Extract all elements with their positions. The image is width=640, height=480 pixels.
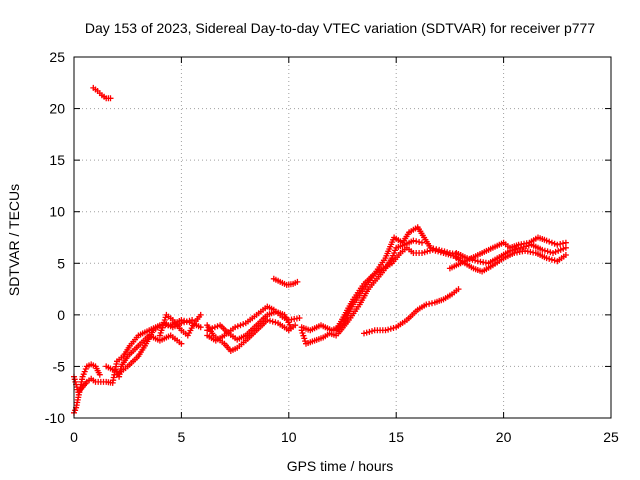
- series-trace-n: [361, 286, 462, 337]
- series-trace-m: [335, 237, 425, 337]
- y-tick-label: 25: [49, 49, 65, 65]
- x-axis-label: GPS time / hours: [287, 458, 394, 474]
- y-tick-label: 20: [49, 101, 65, 117]
- data-point-markers: [156, 311, 204, 339]
- y-tick-label: 0: [57, 307, 65, 323]
- y-tick-label: -10: [45, 410, 65, 426]
- data-point-markers: [453, 241, 569, 267]
- data-point-markers: [270, 275, 301, 288]
- data-point-markers: [103, 332, 185, 380]
- series-trace-f: [204, 317, 299, 354]
- x-tick-label: 25: [603, 429, 619, 445]
- series-trace-i: [270, 275, 301, 288]
- x-tick-label: 20: [496, 429, 512, 445]
- data-point-markers: [90, 84, 114, 102]
- y-axis-label: SDTVAR / TECUs: [6, 184, 22, 296]
- x-tick-label: 0: [70, 429, 78, 445]
- data-marks: [71, 84, 569, 416]
- x-tick-label: 5: [178, 429, 186, 445]
- data-point-markers: [361, 286, 462, 337]
- chart-title: Day 153 of 2023, Sidereal Day-to-day VTE…: [85, 20, 595, 36]
- x-tick-label: 15: [388, 429, 404, 445]
- y-tick-label: -5: [53, 358, 66, 374]
- data-point-markers: [204, 317, 299, 354]
- series-trace-k: [298, 224, 464, 334]
- series-trace-h: [204, 308, 294, 343]
- series-trace-l: [333, 244, 464, 334]
- series-trace-j: [298, 327, 340, 347]
- data-point-markers: [335, 237, 425, 337]
- grid-lines: [74, 57, 611, 418]
- axis-ticks: 0 5 10 15 20 25 -10 -5 0 5 10 15 20 25: [45, 49, 619, 445]
- y-tick-label: 15: [49, 152, 65, 168]
- data-point-markers: [333, 244, 464, 334]
- series-trace-p: [453, 247, 569, 275]
- data-point-markers: [71, 361, 103, 416]
- data-point-markers: [204, 308, 294, 343]
- data-point-markers: [453, 247, 569, 275]
- x-tick-label: 10: [281, 429, 297, 445]
- data-point-markers: [298, 224, 464, 334]
- data-point-markers: [298, 327, 340, 347]
- series-early-spike: [90, 84, 114, 102]
- series-trace-e: [156, 311, 204, 339]
- y-tick-label: 5: [57, 255, 65, 271]
- series-trace-c: [103, 332, 185, 380]
- plot-frame: [73, 56, 612, 419]
- series-trace-q: [453, 241, 569, 267]
- y-tick-label: 10: [49, 204, 65, 220]
- series-trace-b: [71, 361, 103, 416]
